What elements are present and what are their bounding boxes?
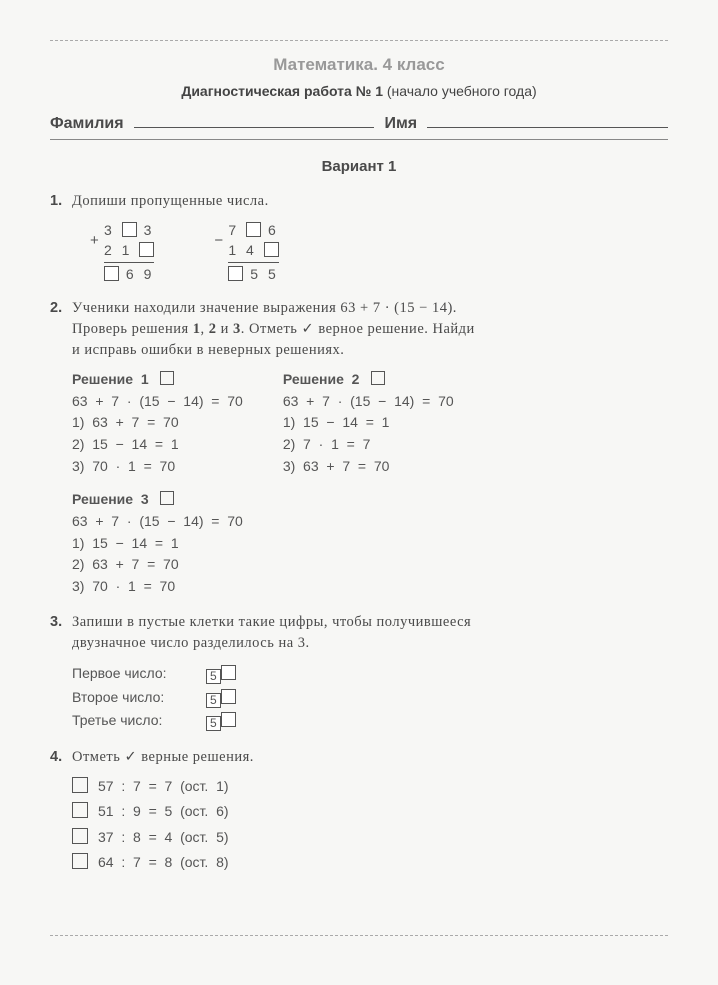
task-2-num: 2. <box>50 298 72 598</box>
s1-r1: 1) 63 + 7 = 70 <box>72 414 179 430</box>
p1-r3: 6 9 <box>126 266 154 282</box>
name-line[interactable] <box>427 111 668 128</box>
option-4-checkbox[interactable] <box>72 853 88 869</box>
work-title-rest: (начало учебного года) <box>383 83 537 99</box>
task-1-num: 1. <box>50 191 72 284</box>
subtraction-problem: − 7 6 1 4 5 5 <box>214 220 278 284</box>
number-row-1: Первое число: 5 <box>72 662 668 686</box>
option-2-checkbox[interactable] <box>72 802 88 818</box>
row3-label: Третье число: <box>72 709 202 733</box>
row1-blank[interactable] <box>221 665 236 680</box>
s3-r3: 3) 70 · 1 = 70 <box>72 578 175 594</box>
s3-r1: 1) 15 − 14 = 1 <box>72 535 179 551</box>
blank-box[interactable] <box>139 242 154 257</box>
solution-2-header: Решение 2 <box>283 371 360 387</box>
work-title: Диагностическая работа № 1 (начало учебн… <box>50 83 668 99</box>
row2-label: Второе число: <box>72 686 202 710</box>
solution-3: Решение 3 63 + 7 · (15 − 14) = 70 1) 15 … <box>72 489 668 597</box>
solution-2-checkbox[interactable] <box>371 371 385 385</box>
p1-r2: 2 1 <box>104 242 132 258</box>
s1-r2: 2) 15 − 14 = 1 <box>72 436 179 452</box>
task-4-text: Отметь ✓ верные решения. <box>72 747 668 768</box>
task-3-num: 3. <box>50 612 72 733</box>
worksheet-page: Математика. 4 класс Диагностическая рабо… <box>0 0 718 985</box>
option-2-text: 51 : 9 = 5 (ост. 6) <box>98 803 229 819</box>
p2-r3: 5 5 <box>250 266 278 282</box>
top-dashed-rule <box>50 40 668 41</box>
row1-label: Первое число: <box>72 662 202 686</box>
p2-r2: 1 4 <box>228 242 256 258</box>
solution-1-header: Решение 1 <box>72 371 149 387</box>
p1-d2: 3 <box>144 222 155 238</box>
option-3-checkbox[interactable] <box>72 828 88 844</box>
row2-digit: 5 <box>206 693 221 708</box>
task-4: 4. Отметь ✓ верные решения. 57 : 7 = 7 (… <box>50 747 668 875</box>
option-1-checkbox[interactable] <box>72 777 88 793</box>
s2-r1: 1) 15 − 14 = 1 <box>283 414 390 430</box>
solution-3-checkbox[interactable] <box>160 491 174 505</box>
option-3-text: 37 : 8 = 4 (ост. 5) <box>98 829 229 845</box>
task-3-rows: Первое число: 5 Второе число: 5 Третье ч… <box>72 662 668 733</box>
bottom-dashed-rule <box>50 935 668 936</box>
p2-d1: 7 <box>228 222 239 238</box>
p2-d2: 6 <box>268 222 279 238</box>
surname-label: Фамилия <box>50 115 124 133</box>
s1-r3: 3) 70 · 1 = 70 <box>72 458 175 474</box>
solution-3-header: Решение 3 <box>72 491 149 507</box>
task-3-line1: Запиши в пустые клетки такие цифры, чтоб… <box>72 612 668 633</box>
task-1-problems: + 3 3 2 1 6 9 − 7 6 1 4 5 5 <box>90 220 668 284</box>
option-1-text: 57 : 7 = 7 (ост. 1) <box>98 778 229 794</box>
number-row-2: Второе число: 5 <box>72 686 668 710</box>
variant-heading: Вариант 1 <box>50 158 668 175</box>
s2-r2: 2) 7 · 1 = 7 <box>283 436 371 452</box>
row2-blank[interactable] <box>221 689 236 704</box>
addition-problem: + 3 3 2 1 6 9 <box>90 220 154 284</box>
s3-r0: 63 + 7 · (15 − 14) = 70 <box>72 513 243 529</box>
blank-box[interactable] <box>122 222 137 237</box>
task-2-line2: Проверь решения 1, 2 и 3. Отметь ✓ верно… <box>72 319 668 340</box>
subject-heading: Математика. 4 класс <box>50 55 668 75</box>
s3-r2: 2) 63 + 7 = 70 <box>72 556 179 572</box>
name-row: Фамилия Имя <box>50 111 668 133</box>
s2-r3: 3) 63 + 7 = 70 <box>283 458 390 474</box>
s1-r0: 63 + 7 · (15 − 14) = 70 <box>72 393 243 409</box>
solution-1: Решение 1 63 + 7 · (15 − 14) = 70 1) 63 … <box>72 369 243 477</box>
row1-digit: 5 <box>206 669 221 684</box>
task-4-num: 4. <box>50 747 72 875</box>
row3-blank[interactable] <box>221 712 236 727</box>
number-row-3: Третье число: 5 <box>72 709 668 733</box>
solution-1-checkbox[interactable] <box>160 371 174 385</box>
task-2-line3: и исправь ошибки в неверных решениях. <box>72 340 668 361</box>
task-3: 3. Запиши в пустые клетки такие цифры, ч… <box>50 612 668 733</box>
task-1: 1. Допиши пропущенные числа. + 3 3 2 1 6… <box>50 191 668 284</box>
blank-box[interactable] <box>228 266 243 281</box>
work-title-bold: Диагностическая работа № 1 <box>181 83 383 99</box>
task-1-text: Допиши пропущенные числа. <box>72 191 668 212</box>
row3-digit: 5 <box>206 716 221 731</box>
blank-box[interactable] <box>246 222 261 237</box>
plus-sign: + <box>90 230 99 252</box>
option-4-text: 64 : 7 = 8 (ост. 8) <box>98 854 229 870</box>
surname-line[interactable] <box>134 111 375 128</box>
name-label: Имя <box>384 115 417 133</box>
s2-r0: 63 + 7 · (15 − 14) = 70 <box>283 393 454 409</box>
task-4-options: 57 : 7 = 7 (ост. 1) 51 : 9 = 5 (ост. 6) … <box>72 774 668 875</box>
p1-d1: 3 <box>104 222 115 238</box>
header-rule <box>50 139 668 140</box>
task-2: 2. Ученики находили значение выражения 6… <box>50 298 668 598</box>
blank-box[interactable] <box>264 242 279 257</box>
task-2-line1: Ученики находили значение выражения 63 +… <box>72 298 668 319</box>
minus-sign: − <box>214 230 223 252</box>
blank-box[interactable] <box>104 266 119 281</box>
task-3-line2: двузначное число разделилось на 3. <box>72 633 668 654</box>
solution-2: Решение 2 63 + 7 · (15 − 14) = 70 1) 15 … <box>283 369 454 477</box>
